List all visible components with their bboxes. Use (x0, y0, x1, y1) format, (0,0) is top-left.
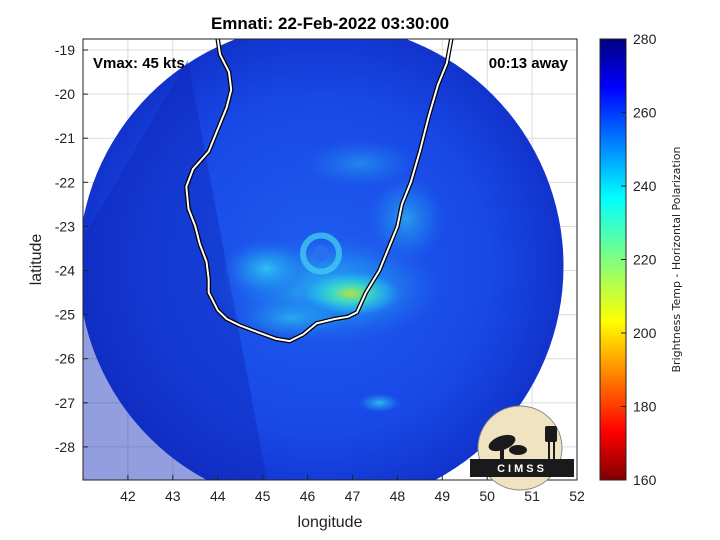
colorbar-tick-label: 240 (633, 178, 657, 194)
x-tick-label: 51 (524, 488, 540, 504)
y-tick-label: -19 (55, 42, 75, 58)
colorbar-tick-label: 200 (633, 325, 657, 341)
colorbar: 280 260 240 220 200 180 160 Brightness Temp - … (599, 31, 683, 488)
time-away-label: 00:13 away (489, 55, 569, 72)
cimss-logo: CIMSS (470, 405, 574, 491)
chart-title: Emnati: 22-Feb-2022 03:30:00 (211, 14, 449, 33)
x-tick-label: 47 (345, 488, 361, 504)
x-tick-label: 44 (210, 488, 226, 504)
y-tick-label: -23 (55, 218, 75, 234)
y-tick-label: -24 (55, 263, 75, 279)
svg-text:CIMSS: CIMSS (497, 463, 547, 475)
x-tick-label: 43 (165, 488, 181, 504)
x-axis-label: longitude (298, 514, 363, 531)
y-tick-label: -28 (55, 439, 75, 455)
colorbar-ticks: 280 260 240 220 200 180 160 (621, 31, 657, 488)
colorbar-tick-label: 180 (633, 399, 657, 415)
vmax-label: Vmax: 45 kts (93, 55, 185, 72)
map-plot-area: 42 43 44 45 46 47 48 49 50 51 52 -19 -20 -21 -22 -23 -2… (55, 38, 585, 504)
x-tick-label: 50 (479, 488, 495, 504)
coastline (185, 39, 453, 343)
y-axis-ticks: -19 -20 -21 -22 -23 -24 -25 -26 -27 -28 (55, 42, 88, 455)
x-tick-label: 48 (390, 488, 406, 504)
y-tick-label: -20 (55, 86, 75, 102)
y-tick-label: -25 (55, 307, 75, 323)
y-axis-label: latitude (28, 234, 45, 286)
colorbar-tick-label: 260 (633, 105, 657, 121)
y-tick-label: -22 (55, 174, 75, 190)
brightness-temperature-swath (83, 39, 564, 480)
colorbar-tick-label: 280 (633, 31, 657, 47)
x-tick-label: 42 (120, 488, 136, 504)
y-tick-label: -21 (55, 130, 75, 146)
colorbar-label: Brightness Temp - Horizontal Polarizatio… (670, 146, 683, 372)
x-tick-label: 49 (434, 488, 450, 504)
x-tick-label: 45 (255, 488, 271, 504)
colorbar-tick-label: 160 (633, 472, 657, 488)
y-tick-label: -26 (55, 351, 75, 367)
colorbar-tick-label: 220 (633, 252, 657, 268)
x-axis-ticks: 42 43 44 45 46 47 48 49 50 51 52 (120, 475, 585, 504)
x-tick-label: 46 (300, 488, 316, 504)
plot-frame (82, 38, 578, 481)
y-tick-label: -27 (55, 395, 75, 411)
x-tick-label: 52 (569, 488, 585, 504)
